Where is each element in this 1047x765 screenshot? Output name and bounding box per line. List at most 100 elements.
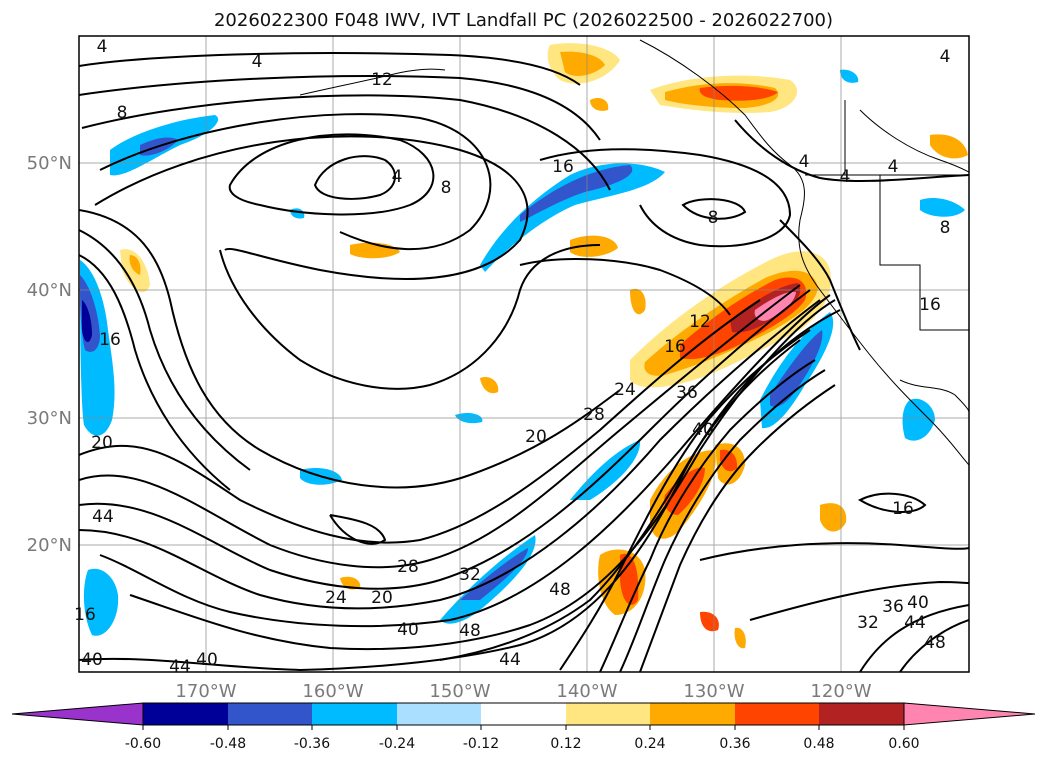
- latitude-labels: 50°N 40°N 30°N 20°N: [27, 153, 72, 556]
- colorbar-tick-label: -0.48: [210, 736, 246, 752]
- contour-label: 20: [371, 588, 393, 608]
- shade-negative: [83, 568, 119, 636]
- contour-label: 28: [397, 557, 419, 577]
- colorbar-swatch: [819, 703, 904, 725]
- contour-label: 4: [97, 37, 108, 57]
- lat-label: 20°N: [27, 535, 72, 556]
- colorbar-extend-min: [11, 702, 144, 726]
- contour-label: 32: [857, 613, 879, 633]
- contour-label: 20: [525, 427, 547, 447]
- longitude-labels: 170°W 160°W 150°W 140°W 130°W 120°W: [175, 681, 871, 702]
- contour-label: 16: [919, 295, 941, 315]
- colorbar-swatch: [397, 703, 481, 725]
- contour-label: 44: [499, 650, 521, 670]
- shade-positive: [480, 376, 499, 394]
- contour-label: 8: [441, 178, 452, 198]
- shade-negative: [920, 198, 965, 217]
- contour-label: 16: [552, 157, 574, 177]
- shade-negative: [840, 69, 859, 83]
- contour-label: 4: [940, 47, 951, 67]
- lon-label: 160°W: [302, 681, 363, 702]
- contour-label: 12: [689, 312, 711, 332]
- colorbar-swatch: [650, 703, 735, 725]
- shade-negative: [770, 330, 823, 407]
- colorbar-tick-label: 0.36: [719, 736, 750, 752]
- contour-label: 16: [892, 499, 914, 519]
- contour-label: 40: [907, 593, 929, 613]
- colorbar-tick-label: 0.60: [888, 736, 919, 752]
- colorbar-extend-max: [903, 702, 1036, 726]
- contour-label: 24: [614, 380, 636, 400]
- graticule: [79, 36, 969, 672]
- contour-label: 20: [91, 433, 113, 453]
- map-frame: [78, 35, 970, 673]
- contour-label: 4: [252, 52, 263, 72]
- shade-positive: [720, 449, 738, 472]
- shade-positive: [560, 51, 605, 76]
- contour-label: 4: [840, 167, 851, 187]
- contour-label: 40: [196, 650, 218, 670]
- colorbar-tick-label: 0.24: [634, 736, 665, 752]
- contour-label: 40: [81, 650, 103, 670]
- lon-label: 150°W: [429, 681, 490, 702]
- colorbar-tick-label: -0.24: [379, 736, 415, 752]
- contour-label: 40: [692, 420, 714, 440]
- shade-positive: [734, 627, 746, 649]
- colorbar-swatch: [312, 703, 397, 725]
- contour-label: 24: [325, 588, 347, 608]
- contour-label: 44: [904, 613, 926, 633]
- lon-label: 170°W: [175, 681, 236, 702]
- contour-label-group: 4 12 4 8 16 4 8 4 4 4 8 16 8 16 12 16 24…: [74, 37, 950, 677]
- lon-label: 120°W: [810, 681, 871, 702]
- lat-label: 50°N: [27, 153, 72, 174]
- shade-negative: [82, 300, 92, 342]
- shade-positive: [590, 98, 609, 111]
- colorbar-swatch: [228, 703, 312, 725]
- contour-label: 4: [392, 167, 403, 187]
- shade-negative: [480, 163, 665, 272]
- coastlines: [299, 39, 969, 466]
- shade-negative: [902, 398, 935, 441]
- colorbar-swatch: [735, 703, 819, 725]
- contour-label: 8: [940, 218, 951, 238]
- contour-label: 4: [799, 152, 810, 172]
- contour-label: 16: [99, 330, 121, 350]
- contour-label: 40: [397, 620, 419, 640]
- contour-label: 12: [371, 70, 393, 90]
- shade-positive: [129, 255, 141, 275]
- colorbar-tick-label: -0.60: [125, 736, 161, 752]
- shade-positive: [620, 553, 639, 605]
- contour-label: 48: [924, 633, 946, 653]
- shade-positive: [754, 291, 796, 321]
- contour-label: 32: [459, 565, 481, 585]
- colorbar-swatch: [143, 703, 228, 725]
- colorbar-tick-label: -0.12: [463, 736, 499, 752]
- lon-label: 140°W: [556, 681, 617, 702]
- contour-label: 36: [882, 597, 904, 617]
- colorbar-tick-label: 0.48: [803, 736, 834, 752]
- contour-label: 44: [169, 657, 191, 677]
- shade-positive: [699, 85, 778, 101]
- colorbar-outline: [142, 702, 905, 726]
- lon-label: 130°W: [683, 681, 744, 702]
- contour-label: 44: [92, 507, 114, 527]
- lat-label: 40°N: [27, 280, 72, 301]
- shade-positive: [930, 134, 968, 159]
- colorbar-tick-label: 0.12: [550, 736, 581, 752]
- shade-positive: [820, 503, 847, 532]
- contour-label: 48: [459, 621, 481, 641]
- colorbar-swatch: [566, 703, 650, 725]
- contour-label: 48: [549, 580, 571, 600]
- map-title: 2026022300 F048 IWV, IVT Landfall PC (20…: [213, 10, 834, 31]
- colorbar-ticks: [142, 725, 905, 730]
- shade-positive: [630, 288, 646, 315]
- contour-label: 36: [676, 383, 698, 403]
- colorbar: -0.60 -0.48 -0.36 -0.24 -0.12 0.12 0.24 …: [11, 702, 1036, 752]
- colorbar-tick-label: -0.36: [294, 736, 330, 752]
- contour-label: 8: [117, 103, 128, 123]
- contour-label: 4: [888, 157, 899, 177]
- contour-lines: [79, 52, 969, 672]
- contour-label: 16: [664, 337, 686, 357]
- shade-positive: [570, 235, 618, 257]
